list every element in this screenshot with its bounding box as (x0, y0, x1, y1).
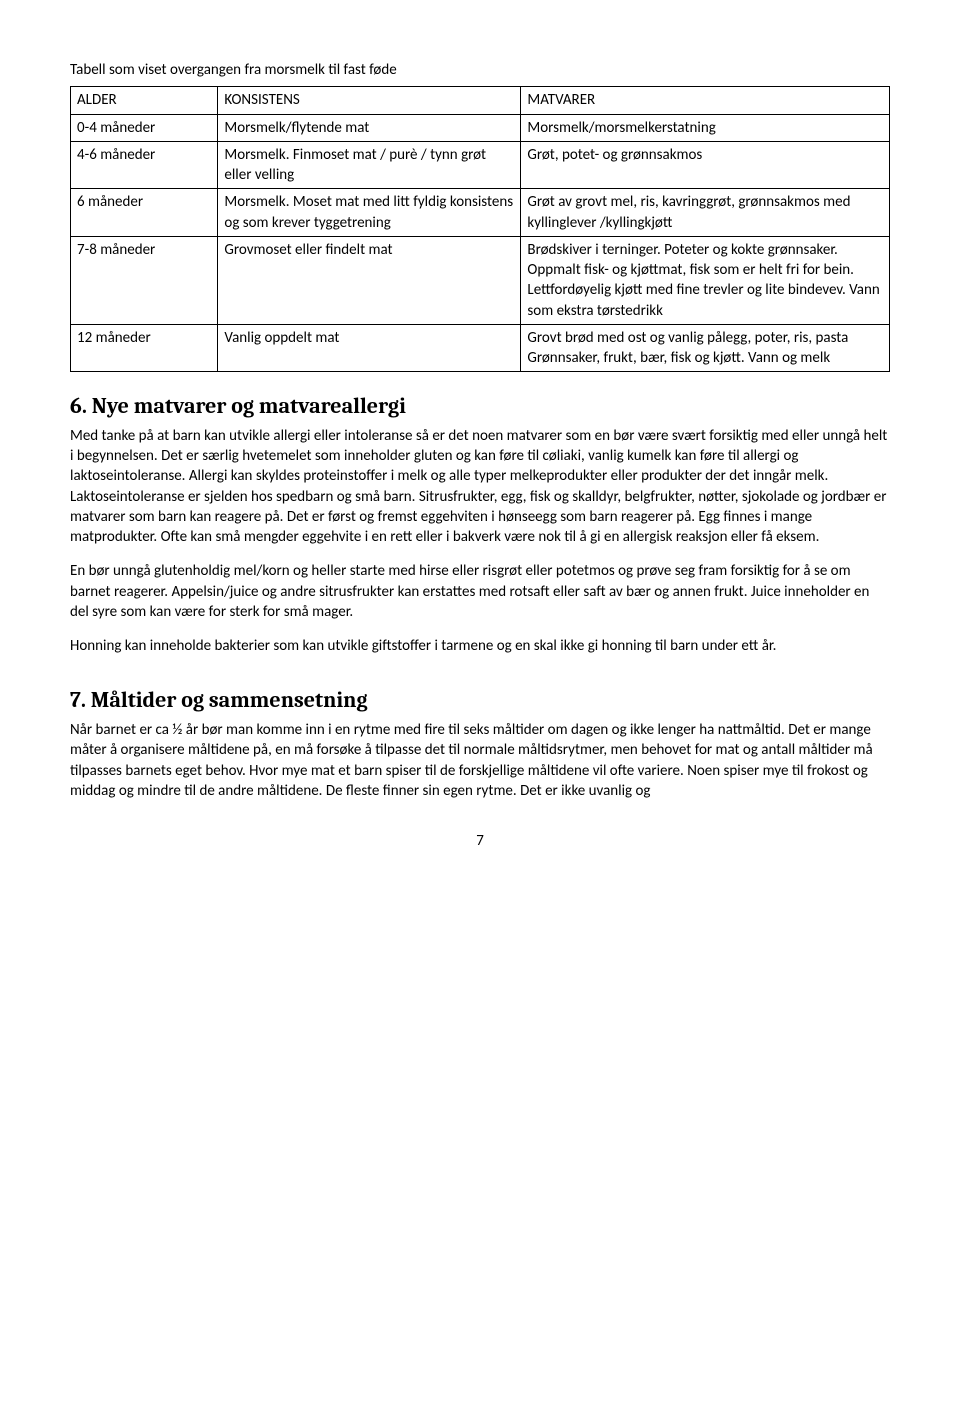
cell-matvarer: Brødskiver i terninger. Poteter og kokte… (521, 236, 890, 324)
table-row: 7-8 måneder Grovmoset eller findelt mat … (71, 236, 890, 324)
table-header-row: ALDER KONSISTENS MATVARER (71, 87, 890, 114)
header-konsistens: KONSISTENS (218, 87, 521, 114)
cell-matvarer: Grøt, potet- og grønnsakmos (521, 141, 890, 189)
section-7-paragraph-1: Når barnet er ca ½ år bør man komme inn … (70, 720, 890, 801)
cell-konsistens: Vanlig oppdelt mat (218, 324, 521, 372)
table-row: 4-6 måneder Morsmelk. Finmoset mat / pur… (71, 141, 890, 189)
cell-konsistens: Morsmelk. Finmoset mat / purè / tynn grø… (218, 141, 521, 189)
table-row: 0-4 måneder Morsmelk/flytende mat Morsme… (71, 114, 890, 141)
cell-alder: 4-6 måneder (71, 141, 218, 189)
header-alder: ALDER (71, 87, 218, 114)
section-6-paragraph-1: Med tanke på at barn kan utvikle allergi… (70, 426, 890, 548)
transition-table: ALDER KONSISTENS MATVARER 0-4 måneder Mo… (70, 86, 890, 372)
table-row: 6 måneder Morsmelk. Moset mat med litt f… (71, 189, 890, 237)
cell-matvarer: Grøt av grovt mel, ris, kavringgrøt, grø… (521, 189, 890, 237)
section-6-paragraph-3: Honning kan inneholde bakterier som kan … (70, 636, 890, 656)
page-number: 7 (70, 831, 890, 851)
cell-alder: 0-4 måneder (71, 114, 218, 141)
cell-alder: 12 måneder (71, 324, 218, 372)
cell-konsistens: Grovmoset eller findelt mat (218, 236, 521, 324)
section-6-paragraph-2: En bør unngå glutenholdig mel/korn og he… (70, 561, 890, 622)
cell-matvarer: Grovt brød med ost og vanlig pålegg, pot… (521, 324, 890, 372)
cell-matvarer: Morsmelk/morsmelkerstatning (521, 114, 890, 141)
table-row: 12 måneder Vanlig oppdelt mat Grovt brød… (71, 324, 890, 372)
cell-konsistens: Morsmelk. Moset mat med litt fyldig kons… (218, 189, 521, 237)
section-6-heading: 6. Nye matvarer og matvareallergi (70, 392, 890, 422)
cell-alder: 7-8 måneder (71, 236, 218, 324)
section-7-heading: 7. Måltider og sammensetning (70, 686, 890, 716)
cell-konsistens: Morsmelk/flytende mat (218, 114, 521, 141)
header-matvarer: MATVARER (521, 87, 890, 114)
cell-alder: 6 måneder (71, 189, 218, 237)
table-caption: Tabell som viset overgangen fra morsmelk… (70, 60, 890, 80)
